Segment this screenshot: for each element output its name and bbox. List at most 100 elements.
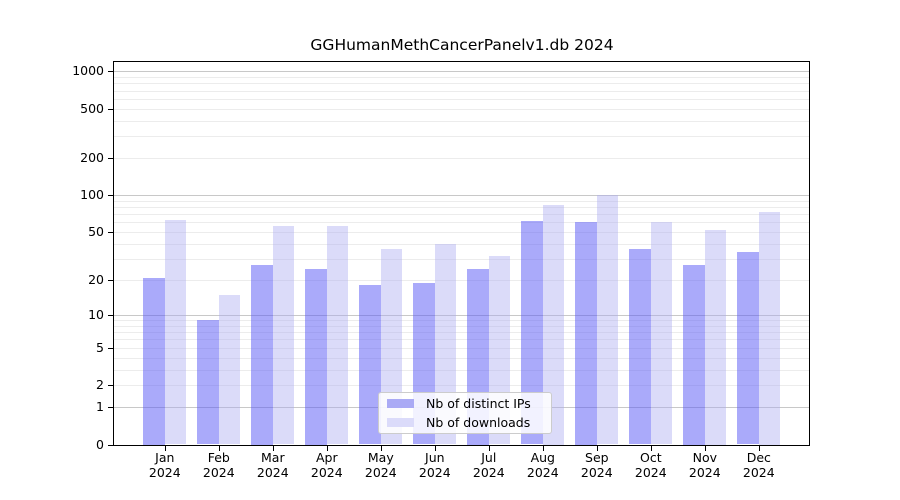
- x-tick-label-may: May 2024: [364, 450, 397, 480]
- x-tick-mark: [704, 446, 706, 451]
- y-tick-mark: [108, 347, 113, 349]
- y-tick-label: 20: [88, 272, 104, 287]
- bar-downloads-jan: [164, 219, 187, 445]
- grid-line: [114, 332, 809, 334]
- grid-line: [114, 347, 809, 349]
- grid-line: [114, 207, 809, 209]
- grid-line: [114, 76, 809, 78]
- y-tick-mark: [108, 385, 113, 387]
- x-tick-label-mar: Mar 2024: [256, 450, 289, 480]
- grid-line: [114, 243, 809, 245]
- grid-line: [114, 90, 809, 92]
- x-tick-mark: [758, 446, 760, 451]
- x-tick-label-oct: Oct 2024: [634, 450, 667, 480]
- grid-line: [114, 71, 809, 73]
- x-tick-mark: [272, 446, 274, 451]
- grid-line: [114, 315, 809, 316]
- x-tick-mark: [542, 446, 544, 451]
- grid-line: [114, 325, 809, 327]
- grid-line: [114, 339, 809, 341]
- chart-title: GGHumanMethCancerPanelv1.db 2024: [310, 36, 614, 54]
- bar-downloads-nov: [704, 230, 727, 445]
- y-tick-mark: [108, 108, 113, 110]
- bar-distinct-ips-jan: [143, 277, 165, 445]
- grid-line: [114, 108, 809, 110]
- x-tick-label-nov: Nov 2024: [688, 450, 721, 480]
- bar-distinct-ips-mar: [251, 264, 273, 445]
- grid-line: [114, 98, 809, 100]
- y-tick-mark: [108, 232, 113, 234]
- grid-line: [114, 83, 809, 85]
- y-tick-label: 200: [80, 150, 104, 165]
- y-tick-mark: [108, 315, 113, 316]
- x-tick-label-jun: Jun 2024: [418, 450, 451, 480]
- legend: Nb of distinct IPs Nb of downloads: [378, 392, 552, 434]
- grid-line: [114, 385, 809, 387]
- y-tick-mark: [108, 71, 113, 73]
- bar-distinct-ips-apr: [305, 268, 327, 445]
- grid-line: [114, 280, 809, 281]
- bar-downloads-sep: [596, 195, 619, 445]
- y-tick-mark: [108, 280, 113, 281]
- grid-line: [114, 158, 809, 159]
- legend-entry-downloads: Nb of downloads: [387, 415, 543, 431]
- y-tick-label: 1: [96, 399, 104, 415]
- bar-distinct-ips-aug: [521, 220, 543, 445]
- y-tick-mark: [108, 407, 113, 409]
- x-tick-label-feb: Feb 2024: [202, 450, 235, 480]
- y-tick-mark: [108, 195, 113, 197]
- bar-downloads-dec: [758, 212, 781, 445]
- plot-area: [113, 61, 810, 446]
- legend-label-distinct-ips: Nb of distinct IPs: [426, 395, 531, 411]
- grid-line: [114, 120, 809, 122]
- y-tick-label: 1000: [72, 63, 104, 79]
- grid-line: [114, 232, 809, 234]
- bar-downloads-apr: [326, 226, 349, 445]
- x-tick-label-sep: Sep 2024: [580, 450, 613, 480]
- y-tick-label: 0: [96, 436, 104, 452]
- legend-label-downloads: Nb of downloads: [426, 414, 531, 430]
- legend-swatch-distinct-ips: [387, 399, 414, 408]
- bar-downloads-aug: [542, 204, 565, 445]
- x-tick-mark: [488, 446, 490, 451]
- x-tick-label-aug: Aug 2024: [526, 450, 559, 480]
- y-tick-label: 2: [96, 377, 104, 393]
- bar-distinct-ips-may: [359, 285, 381, 445]
- bar-distinct-ips-dec: [737, 252, 759, 445]
- grid-line: [114, 357, 809, 359]
- bar-distinct-ips-feb: [197, 320, 219, 445]
- y-tick-mark: [108, 158, 113, 159]
- grid-line: [114, 369, 809, 371]
- y-tick-label: 100: [80, 187, 104, 203]
- legend-swatch-downloads: [387, 418, 414, 427]
- x-tick-label-jul: Jul 2024: [472, 450, 505, 480]
- x-tick-mark: [434, 446, 436, 451]
- grid-line: [114, 195, 809, 197]
- x-tick-label-dec: Dec 2024: [742, 450, 775, 480]
- y-tick-mark: [108, 444, 113, 446]
- grid-line: [114, 136, 809, 138]
- x-tick-label-jan: Jan 2024: [148, 450, 181, 480]
- x-tick-label-apr: Apr 2024: [310, 450, 343, 480]
- bar-distinct-ips-nov: [683, 264, 705, 445]
- x-tick-mark: [218, 446, 220, 451]
- legend-entry-distinct-ips: Nb of distinct IPs: [387, 396, 543, 412]
- bar-downloads-mar: [272, 226, 295, 445]
- bar-downloads-oct: [650, 222, 673, 445]
- bar-distinct-ips-oct: [629, 249, 651, 445]
- x-tick-mark: [326, 446, 328, 451]
- grid-line: [114, 320, 809, 322]
- grid-line: [114, 222, 809, 224]
- grid-line: [114, 214, 809, 216]
- grid-line: [114, 200, 809, 202]
- grid-line: [114, 259, 809, 260]
- y-tick-label: 500: [80, 100, 104, 116]
- y-tick-label: 5: [96, 339, 104, 355]
- x-tick-mark: [164, 446, 166, 451]
- x-tick-mark: [650, 446, 652, 451]
- y-tick-label: 10: [88, 307, 104, 322]
- bar-downloads-feb: [218, 294, 241, 445]
- x-tick-mark: [380, 446, 382, 451]
- y-tick-label: 50: [88, 224, 104, 240]
